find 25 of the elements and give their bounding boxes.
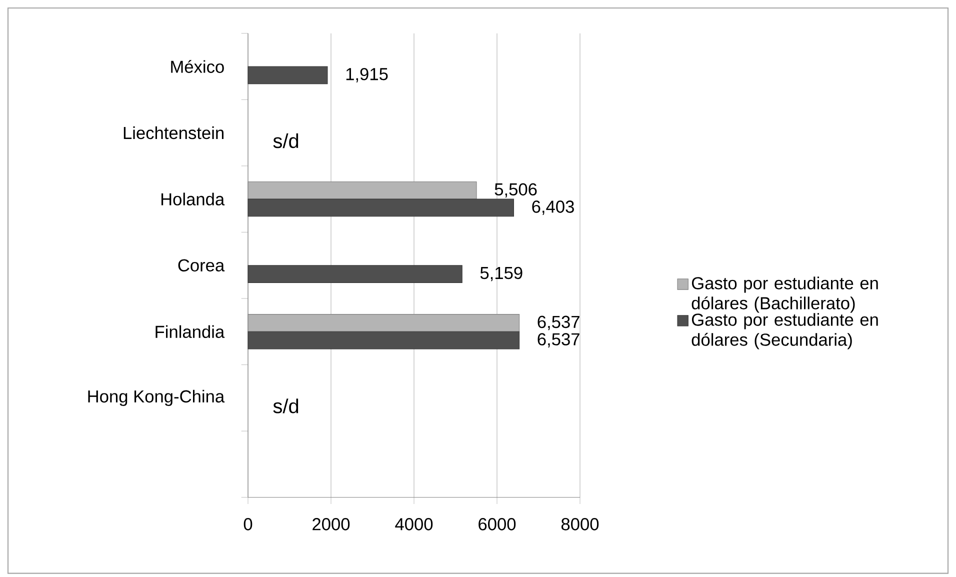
y-tick-label: Hong Kong-China xyxy=(88,390,225,406)
bar xyxy=(248,264,462,283)
x-tick-label: 4000 xyxy=(395,518,433,530)
x-tick-label: 8000 xyxy=(561,518,599,530)
data-label: 5,506 xyxy=(494,183,537,198)
legend-label: Gasto por estudiante en dólares (Secundaria) xyxy=(692,312,878,350)
data-label: 6,403 xyxy=(532,200,574,215)
y-tick-label: Finlandia xyxy=(156,325,225,338)
y-tick-label: México xyxy=(171,60,224,73)
annotation: s/d xyxy=(273,133,298,148)
data-label: 6,537 xyxy=(538,316,580,330)
x-tick-label: 0 xyxy=(244,518,252,530)
annotation: s/d xyxy=(273,398,298,414)
data-label: 1,915 xyxy=(346,68,388,82)
bar xyxy=(248,66,328,84)
x-tick-label: 2000 xyxy=(312,518,350,530)
data-label: 6,537 xyxy=(538,332,580,348)
bar xyxy=(248,198,514,217)
legend-label: Gasto por estudiante en dólares (Bachillerato) xyxy=(692,276,878,313)
x-tick-label: 6000 xyxy=(478,518,516,530)
y-tick-label: Holanda xyxy=(161,192,225,206)
y-tick-label: Liechtenstein xyxy=(124,126,224,139)
data-label: 5,159 xyxy=(480,266,522,282)
y-tick-label: Corea xyxy=(178,259,225,272)
bar xyxy=(248,331,520,350)
